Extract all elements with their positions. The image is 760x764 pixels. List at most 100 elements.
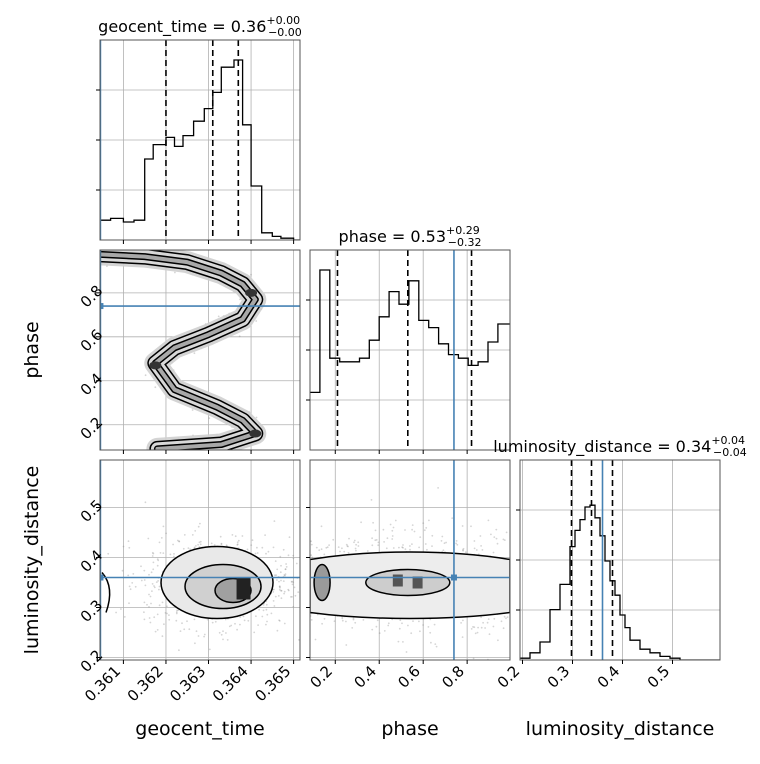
x-tick-label-geocent_time-1: 0.362 bbox=[124, 662, 167, 705]
scatter-point bbox=[152, 552, 155, 555]
scatter-point bbox=[475, 549, 478, 551]
scatter-point bbox=[470, 628, 473, 630]
scatter-point bbox=[194, 642, 196, 645]
scatter-point bbox=[195, 545, 197, 547]
scatter-point bbox=[265, 608, 268, 611]
scatter-point bbox=[283, 590, 286, 593]
scatter-point bbox=[279, 555, 282, 558]
scatter-point bbox=[266, 613, 269, 616]
scatter-point bbox=[455, 540, 458, 542]
scatter-point bbox=[496, 542, 499, 545]
scatter-point bbox=[97, 257, 99, 259]
scatter-point bbox=[197, 635, 200, 637]
scatter-point bbox=[375, 625, 378, 628]
scatter-point bbox=[319, 630, 321, 632]
scatter-point bbox=[347, 551, 350, 554]
scatter-point bbox=[474, 632, 477, 635]
scatter-point bbox=[172, 543, 175, 546]
scatter-point bbox=[357, 545, 360, 547]
scatter-point bbox=[291, 580, 293, 583]
scatter-point bbox=[175, 619, 178, 622]
scatter-point bbox=[128, 546, 131, 549]
scatter-point bbox=[422, 624, 424, 626]
scatter-point bbox=[431, 545, 433, 547]
scatter-point bbox=[480, 545, 482, 547]
scatter-point bbox=[462, 619, 464, 622]
scatter-point bbox=[422, 522, 425, 524]
scatter-point bbox=[480, 616, 482, 619]
scatter-point bbox=[274, 574, 276, 577]
scatter-point bbox=[176, 609, 178, 612]
scatter-point bbox=[236, 541, 239, 544]
scatter-point bbox=[261, 546, 264, 549]
scatter-point bbox=[197, 525, 200, 528]
scatter-point bbox=[302, 559, 304, 561]
scatter-point bbox=[418, 620, 420, 623]
scatter-point bbox=[277, 595, 280, 597]
scatter-point bbox=[152, 568, 155, 571]
scatter-point bbox=[193, 618, 196, 621]
scatter-point bbox=[352, 617, 355, 620]
scatter-point bbox=[149, 595, 152, 598]
x-tick-label-luminosity_distance-0: 0.2 bbox=[494, 662, 524, 692]
scatter-point bbox=[288, 536, 291, 539]
scatter-point bbox=[158, 453, 160, 455]
title-minus-phase: −0.32 bbox=[448, 236, 482, 249]
scatter-point bbox=[193, 546, 196, 549]
scatter-point bbox=[243, 619, 246, 622]
scatter-point bbox=[479, 535, 482, 537]
scatter-point bbox=[318, 549, 321, 552]
scatter-point bbox=[398, 627, 401, 630]
scatter-point bbox=[197, 543, 200, 546]
x-axis-label-luminosity_distance: luminosity_distance bbox=[526, 718, 715, 740]
scatter-point bbox=[234, 535, 237, 538]
scatter-point bbox=[391, 538, 394, 540]
scatter-point bbox=[435, 645, 438, 648]
scatter-point bbox=[402, 544, 404, 546]
scatter-point bbox=[320, 548, 323, 551]
scatter-point bbox=[143, 611, 145, 614]
scatter-point bbox=[241, 535, 244, 537]
scatter-point bbox=[275, 574, 278, 576]
scatter-point bbox=[360, 521, 362, 524]
scatter-point bbox=[237, 539, 240, 542]
scatter-point bbox=[150, 602, 152, 605]
scatter-point bbox=[173, 555, 175, 558]
scatter-point bbox=[175, 611, 178, 614]
density-peak-2 bbox=[245, 288, 258, 297]
scatter-point bbox=[127, 574, 130, 577]
scatter-point bbox=[374, 529, 377, 532]
scatter-point bbox=[276, 629, 279, 632]
y-axis-label-luminosity_distance: luminosity_distance bbox=[21, 466, 43, 655]
scatter-point bbox=[370, 499, 373, 501]
scatter-point bbox=[391, 535, 394, 537]
scatter-point bbox=[472, 657, 475, 660]
scatter-point bbox=[441, 535, 444, 538]
y-axis-label-phase: phase bbox=[21, 321, 43, 378]
scatter-point bbox=[387, 624, 390, 627]
scatter-point bbox=[173, 456, 175, 458]
scatter-point bbox=[122, 545, 125, 548]
panel-ld-vs-geocent-time bbox=[100, 460, 321, 660]
scatter-point bbox=[284, 573, 287, 575]
scatter-point bbox=[419, 630, 421, 633]
scatter-point bbox=[222, 638, 224, 641]
scatter-point bbox=[211, 621, 214, 624]
scatter-point bbox=[424, 543, 427, 545]
scatter-point bbox=[412, 620, 414, 622]
scatter-point bbox=[443, 542, 446, 545]
scatter-point bbox=[409, 548, 411, 551]
title-plus-luminosity_distance: +0.04 bbox=[711, 434, 745, 447]
scatter-point bbox=[163, 623, 165, 626]
scatter-point bbox=[391, 529, 394, 532]
scatter-point bbox=[306, 595, 308, 597]
x-tick-label-phase-2: 0.6 bbox=[394, 662, 424, 692]
scatter-point bbox=[427, 626, 430, 628]
scatter-point bbox=[282, 580, 285, 582]
y-tick-label-phase-1: 0.4 bbox=[77, 370, 107, 400]
frame-phase-vs-geocent-time bbox=[99, 249, 301, 451]
scatter-point bbox=[253, 631, 256, 634]
scatter-point bbox=[239, 623, 241, 626]
density-peak-1 bbox=[149, 361, 162, 370]
scatter-point bbox=[376, 619, 379, 622]
